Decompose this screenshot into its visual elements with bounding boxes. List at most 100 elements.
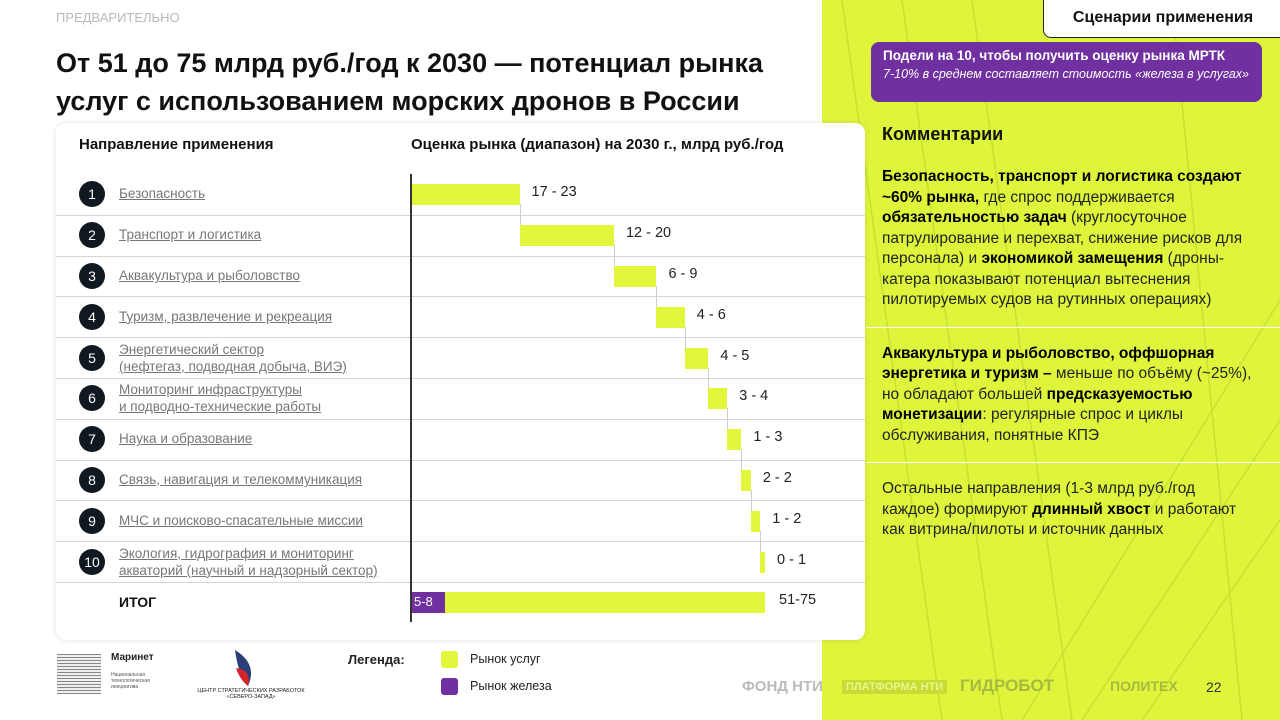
range-label: 3 - 4 [739,388,769,405]
bar-services [760,551,765,573]
category-link[interactable]: Безопасность [119,186,206,202]
total-label: ИТОГ [119,594,157,610]
bar-services [741,470,751,491]
chart-card [56,123,865,640]
bar-services [519,225,614,247]
range-label: 1 - 2 [772,510,802,527]
row-divider [56,582,865,583]
comment-text: и работают как витрина/пилоты и источник… [882,500,1237,539]
range-label: 2 - 2 [762,470,792,486]
row-number-badge: 1 [79,181,105,208]
row-number-badge: 8 [79,467,105,493]
row-number-badge: 2 [79,222,105,249]
connector-line [613,245,615,266]
bar-services [613,266,657,287]
row-number-badge: 6 [79,385,105,412]
marinet-logo [57,654,101,694]
comment-text: предсказуемостью монетизации [882,385,1193,424]
legend-swatch-hardware [441,678,458,695]
hydrobot-logo: ГИДРОБОТ [960,676,1055,695]
connector-line [684,326,686,348]
comment-text: Остальные направления (1-3 млрд руб./год… [882,480,1196,518]
category-link[interactable]: Мониторинг инфраструктуры и подводно-тех… [119,382,322,415]
bar-services [750,510,761,532]
row-divider [56,255,865,257]
range-label: 1 - 3 [753,429,783,446]
connector-line [750,490,752,511]
category-link[interactable]: Связь, навигация и телекоммуникация [119,472,363,487]
comment-text: обязательностью задач [882,209,1067,226]
connector-line [519,204,521,226]
section-tab: Сценарии применения [1043,0,1280,38]
category-link[interactable]: Экология, гидрография и мониторинг акват… [119,545,378,578]
row-number-badge: 4 [79,303,105,330]
row-number-badge: 10 [79,548,105,575]
comments-column: Безопасность, транспорт и логистика созд… [866,167,1280,541]
divider [866,462,1280,463]
comment-text: Безопасность, транспорт и логистика созд… [882,168,1242,206]
bar-total-hardware: 5-8 [411,592,445,614]
column-header-direction: Направление применения [79,136,274,153]
row-number-badge: 5 [79,344,105,371]
category-link[interactable]: Аквакультура и рыболовство [119,268,300,283]
right-panel [822,0,1280,720]
chart-axis [410,174,412,622]
legend-title: Легенда: [348,652,405,667]
row-divider [56,500,865,502]
bar-services [708,388,728,410]
callout-line1: Подели на 10, чтобы получить оценку рынк… [883,48,1226,63]
callout-line2: 7-10% в среднем составляет стоимость «же… [883,67,1250,81]
row-divider [56,296,865,298]
bar-services [727,429,742,451]
divider [866,326,1280,328]
connector-line [656,286,658,307]
range-label: 6 - 9 [668,266,698,282]
category-link[interactable]: МЧС и поисково-спасательные миссии [119,512,363,528]
connector-line [760,530,762,552]
range-label: 4 - 6 [696,306,726,323]
range-label: 4 - 5 [720,347,750,364]
legend-label-services: Рынок услуг [470,652,541,666]
fond-nti-logo: ФОНД НТИ [742,678,823,695]
row-number-badge: 7 [79,426,105,453]
comment-text: : регулярные спрос и циклы обслуживания,… [882,406,1184,444]
row-number-badge: 3 [79,263,105,289]
category-link[interactable]: Энергетический сектор (нефтегаз, подводн… [119,341,347,374]
category-link[interactable]: Наука и образование [119,431,253,447]
decorative-lines [841,0,1280,720]
row-number-badge: 9 [79,507,105,534]
comment-block-3: Остальные направления (1-3 млрд руб./год… [882,479,1252,541]
marinet-name: Маринет [111,652,154,663]
legend-swatch-services [441,651,458,668]
bar-services [656,306,685,328]
row-divider [56,459,865,461]
range-label: 17 - 23 [531,184,577,201]
csr-name: ЦЕНТР СТРАТЕГИЧЕСКИХ РАЗРАБОТОК «СЕВЕРО-… [197,688,305,700]
csr-logo [235,650,252,686]
range-label: 12 - 20 [625,225,672,242]
category-link[interactable]: Транспорт и логистика [119,227,262,243]
page-number: 22 [1206,679,1222,695]
connector-line [727,408,729,430]
row-divider [56,214,865,216]
connector-line [708,367,710,389]
comment-text: Аквакультура и рыболовство, оффшорная эн… [882,344,1215,383]
range-label: 0 - 1 [777,551,807,568]
comment-text: экономикой замещения [981,250,1164,267]
comment-text: (круглосуточное патрулирование и перехва… [882,209,1243,267]
marinet-subtitle: Национальная технологическая инициатива [111,672,150,690]
polytech-logo: ПОЛИТЕХ [1110,678,1178,694]
legend-label-hardware: Рынок железа [470,679,552,693]
bar-services [684,347,709,369]
row-divider [56,541,865,543]
column-header-estimate: Оценка рынка (диапазон) на 2030 г., млрд… [411,136,784,153]
bar-services [411,184,520,206]
comment-text: (дроны-катера показывают потенциал вытес… [882,250,1224,308]
comment-block-1: Безопасность, транспорт и логистика созд… [882,167,1252,311]
category-link[interactable]: Туризм, развлечение и рекреация [119,308,333,324]
total-range-label: 51-75 [779,592,817,609]
comment-text: меньше по объёму (~25%), но обладают бол… [882,365,1252,403]
row-divider [56,378,865,379]
row-divider [56,418,865,420]
connector-line [741,449,743,470]
